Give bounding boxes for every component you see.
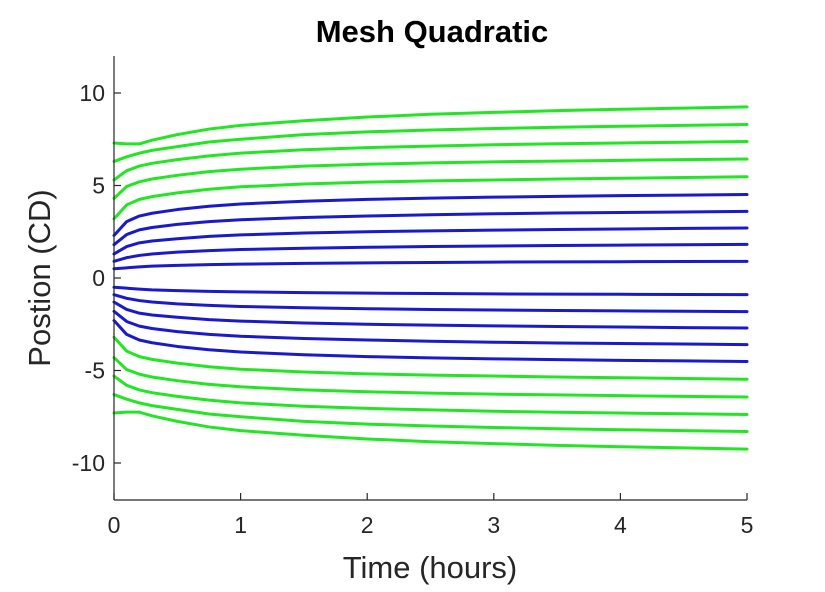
series-line-5 bbox=[112, 175, 749, 221]
series-line-6 bbox=[112, 193, 749, 237]
series-line-9 bbox=[112, 242, 749, 263]
series-line-1 bbox=[112, 105, 749, 146]
series-line-2 bbox=[112, 122, 749, 163]
series-line-18 bbox=[112, 374, 749, 417]
x-tick-label: 1 bbox=[234, 512, 247, 538]
series-line-7 bbox=[112, 209, 749, 247]
series-line-17 bbox=[112, 356, 749, 399]
series-line-3 bbox=[112, 139, 749, 182]
x-tick-label: 4 bbox=[614, 512, 627, 538]
series-line-12 bbox=[112, 293, 749, 314]
series-line-16 bbox=[112, 335, 749, 381]
x-tick-label: 2 bbox=[361, 512, 374, 538]
series-line-11 bbox=[112, 285, 749, 297]
y-tick-label: -10 bbox=[72, 450, 105, 476]
plot-area: 0 1 2 3 4 5 -10 -5 0 5 10 bbox=[72, 56, 754, 538]
series-line-8 bbox=[112, 226, 749, 256]
y-ticks: -10 -5 0 5 10 bbox=[72, 80, 121, 476]
y-axis-label: Postion (CD) bbox=[22, 189, 57, 366]
chart-title: Mesh Quadratic bbox=[316, 14, 549, 49]
x-tick-label: 3 bbox=[487, 512, 500, 538]
x-axis-label: Time (hours) bbox=[343, 550, 518, 585]
y-tick-label: -5 bbox=[85, 358, 105, 384]
series-line-15 bbox=[112, 319, 749, 363]
series-line-4 bbox=[112, 157, 749, 200]
series-line-14 bbox=[112, 309, 749, 347]
y-tick-label: 0 bbox=[92, 265, 105, 291]
y-tick-label: 5 bbox=[92, 173, 105, 199]
x-ticks: 0 1 2 3 4 5 bbox=[108, 493, 754, 538]
series-line-20 bbox=[112, 410, 749, 451]
y-tick-label: 10 bbox=[79, 80, 105, 106]
series-line-13 bbox=[112, 300, 749, 330]
x-tick-label: 0 bbox=[108, 512, 121, 538]
x-tick-label: 5 bbox=[741, 512, 754, 538]
series-line-19 bbox=[112, 393, 749, 434]
series-layer bbox=[112, 105, 749, 451]
series-line-10 bbox=[112, 259, 749, 271]
